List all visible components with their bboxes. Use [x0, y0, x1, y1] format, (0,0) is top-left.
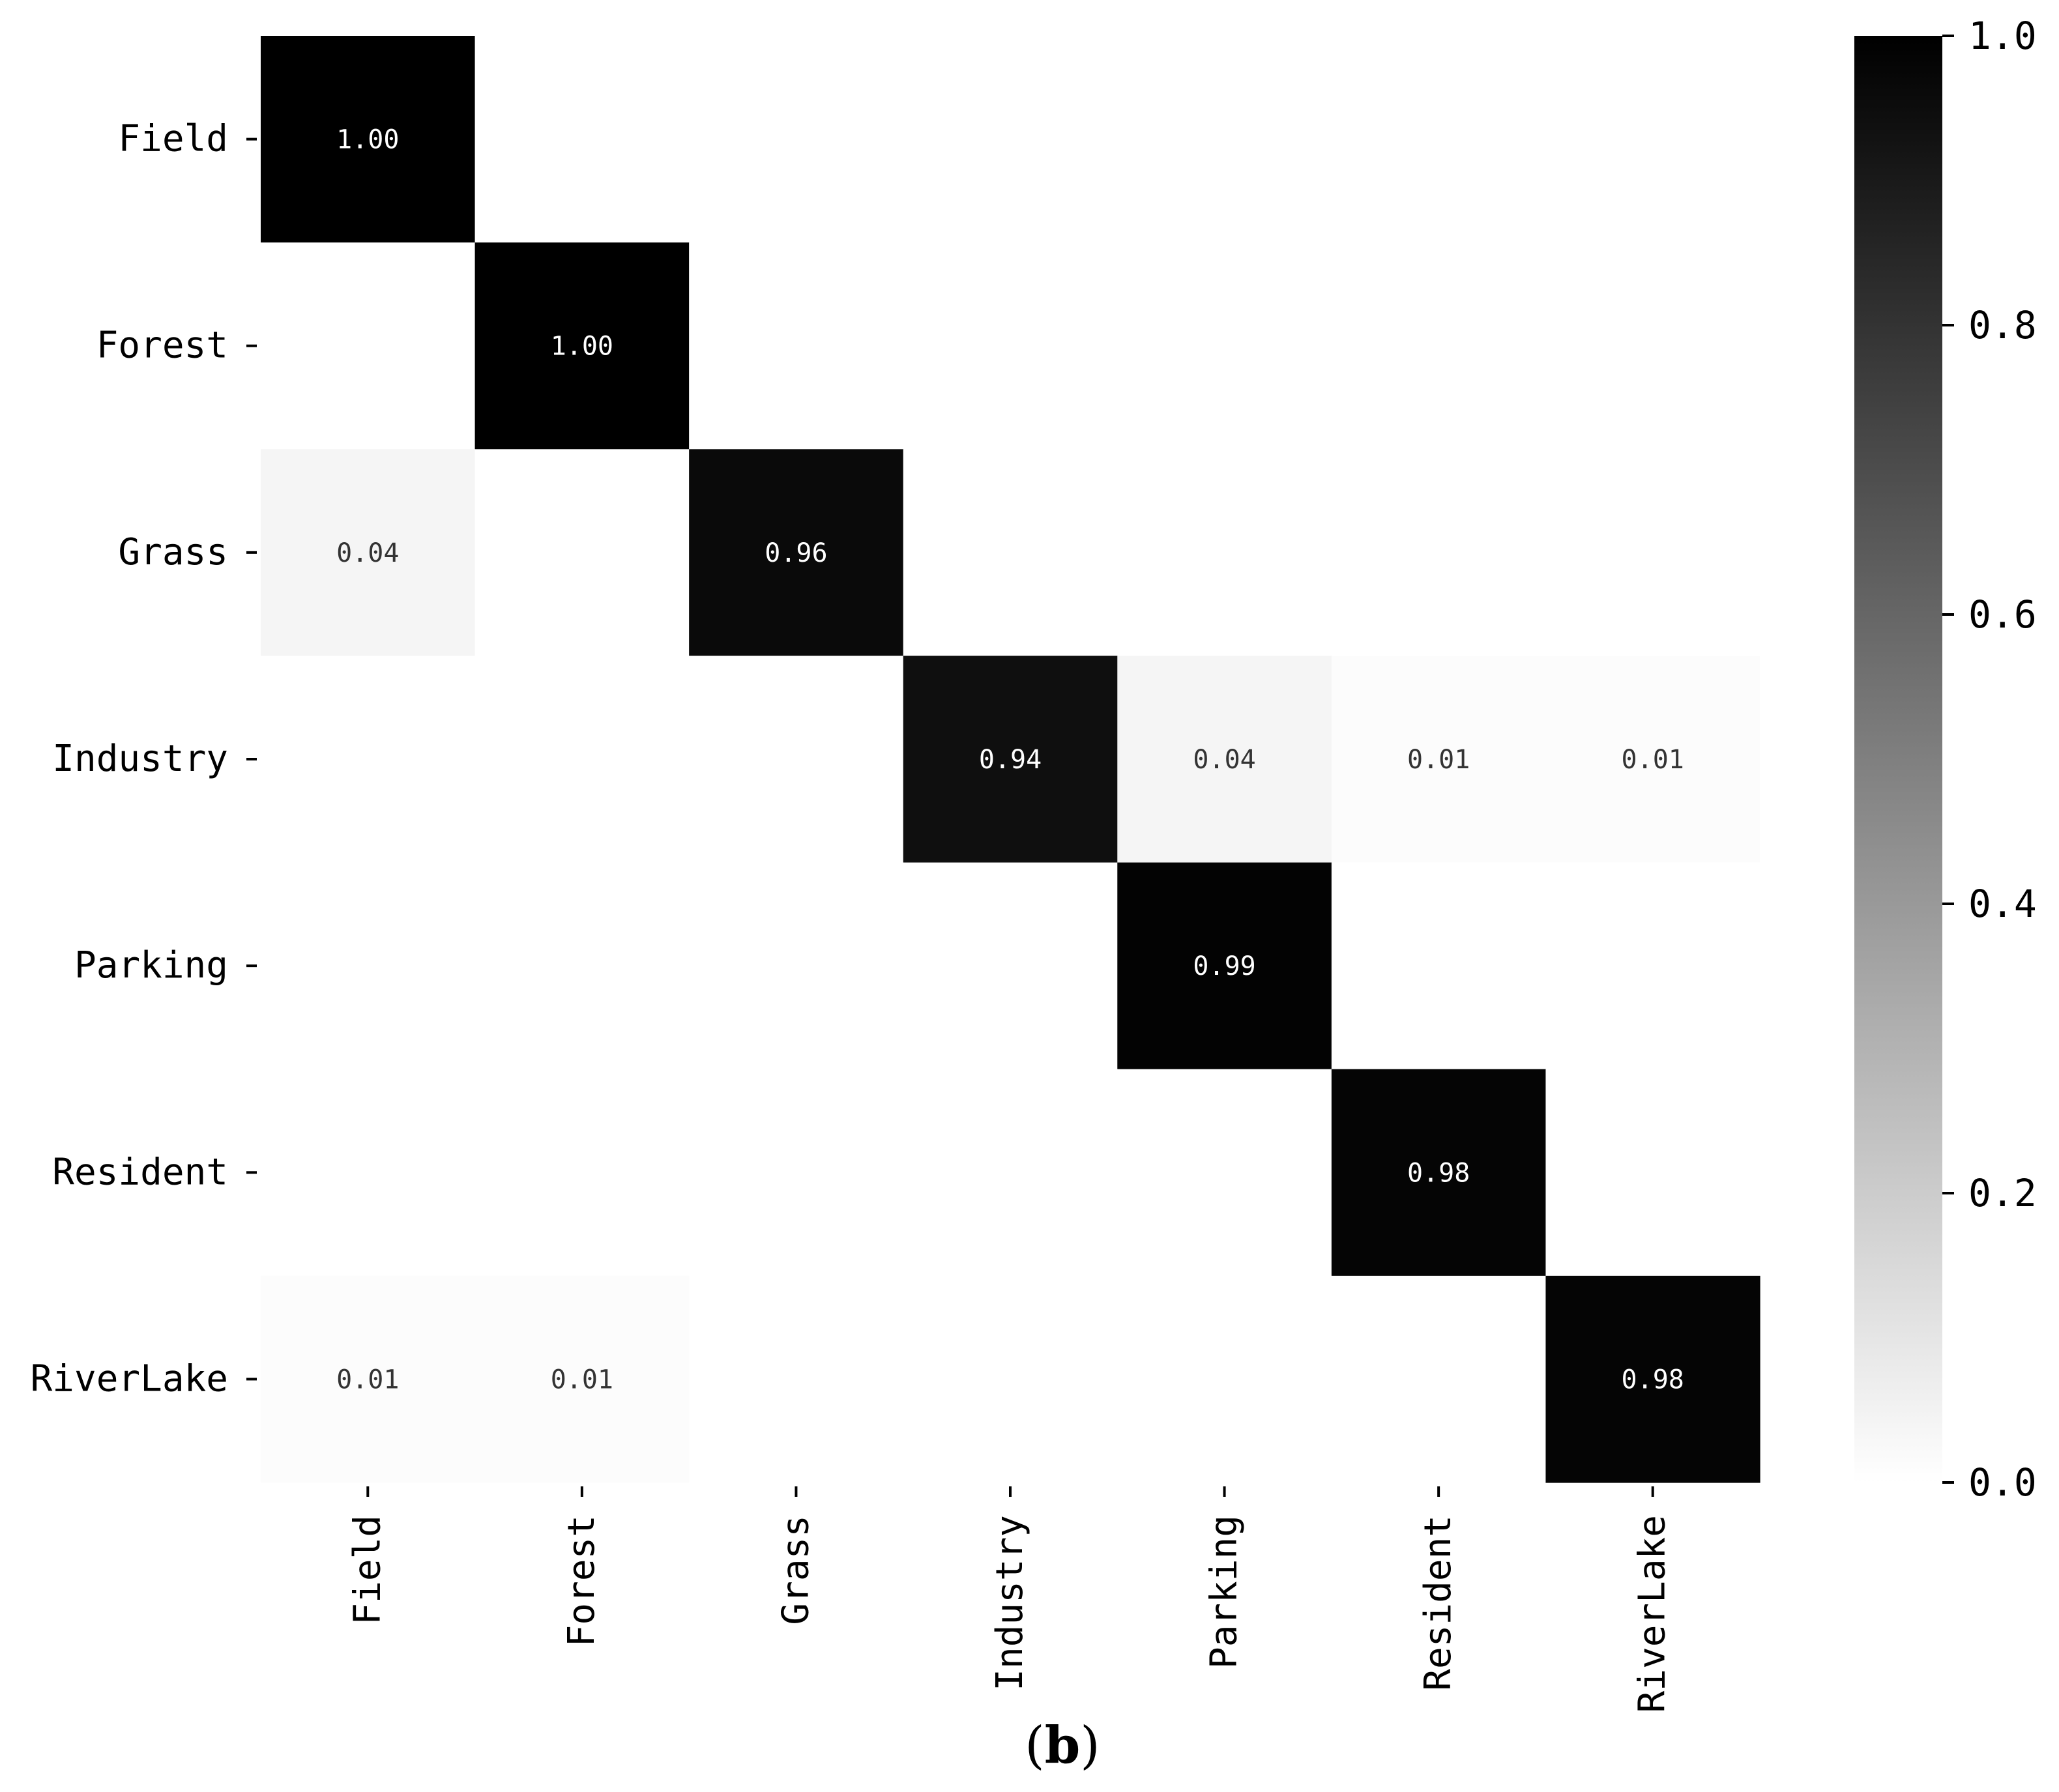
cell-annotation: 0.01: [551, 1365, 613, 1395]
x-axis: Field Forest Grass Industry Parking Resident R…: [346, 1486, 1674, 1713]
cell-annotation: 0.04: [336, 538, 399, 568]
y-tick-label: Grass: [118, 531, 228, 573]
heatmap-cell-industry-resident: [1331, 656, 1547, 863]
heatmap-cell-field-grass: [689, 36, 904, 243]
y-tick-label: Industry: [52, 738, 228, 780]
caption-letter: b: [1045, 1716, 1081, 1775]
heatmap-cell-parking-forest: [475, 862, 690, 1070]
heatmap-cell-riverlake-grass: [689, 1275, 904, 1483]
heatmap-cell-parking-industry: [903, 862, 1118, 1070]
colorbar-tick-label: 0.2: [1968, 1171, 2037, 1215]
cell-annotation: 0.01: [336, 1365, 399, 1395]
heatmap-cell-riverlake-forest: [475, 1275, 690, 1483]
heatmap-cell-grass-field: [261, 449, 476, 657]
y-tick-label: Resident: [52, 1151, 228, 1193]
heatmap-cell-resident-forest: [475, 1069, 690, 1277]
x-tick-label: Resident: [1417, 1515, 1459, 1691]
heatmap-cell-resident-field: [261, 1069, 476, 1277]
heatmap-cell-riverlake-parking: [1117, 1275, 1332, 1483]
heatmap-cell-resident-industry: [903, 1069, 1118, 1277]
y-tick-label: Field: [118, 118, 228, 160]
x-tick-label: Industry: [989, 1515, 1031, 1691]
x-tick-label: Grass: [774, 1515, 817, 1625]
heatmap-cell-forest-grass: [689, 242, 904, 450]
caption-close: ): [1080, 1716, 1100, 1775]
heatmap-cell-resident-resident: [1331, 1069, 1547, 1277]
cell-annotation: 0.04: [1193, 745, 1255, 775]
heatmap-cell-grass-riverlake: [1545, 449, 1760, 657]
heatmap-cell-industry-forest: [475, 656, 690, 863]
heatmap-cell-parking-parking: [1117, 862, 1332, 1070]
cell-annotation: 0.94: [979, 745, 1042, 775]
cell-annotation: 0.98: [1407, 1158, 1470, 1188]
cell-annotation: 0.01: [1622, 745, 1684, 775]
heatmap-cell-field-forest: [475, 36, 690, 243]
cell-annotation: 0.99: [1193, 951, 1255, 981]
heatmap-cell-industry-field: [261, 656, 476, 863]
heatmap-cell-field-industry: [903, 36, 1118, 243]
heatmap-cell-industry-riverlake: [1545, 656, 1760, 863]
heatmap-cell-field-riverlake: [1545, 36, 1760, 243]
heatmap-cell-forest-industry: [903, 242, 1118, 450]
heatmap-cell-riverlake-riverlake: [1545, 1275, 1760, 1483]
colorbar: 0.0 0.2 0.4 0.6 0.8 1.0: [1854, 14, 2037, 1505]
figure-caption: (b): [1025, 1716, 1100, 1775]
heatmap-cell-resident-riverlake: [1545, 1069, 1760, 1277]
heatmap-cell-forest-forest: [475, 242, 690, 450]
y-tick-label: RiverLake: [31, 1357, 228, 1400]
heatmap-cell-resident-parking: [1117, 1069, 1332, 1277]
colorbar-tick-label: 0.6: [1968, 592, 2037, 637]
heatmap-cell-forest-parking: [1117, 242, 1332, 450]
y-axis: Field Forest Grass Industry Parking Resident R…: [31, 118, 257, 1400]
heatmap-cell-parking-riverlake: [1545, 862, 1760, 1070]
heatmap-cells: [261, 36, 1760, 1483]
heatmap-cell-grass-forest: [475, 449, 690, 657]
colorbar-tick-label: 0.4: [1968, 882, 2037, 926]
caption-open: (: [1025, 1716, 1044, 1775]
heatmap-cell-grass-parking: [1117, 449, 1332, 657]
cell-annotation: 1.00: [551, 332, 613, 362]
y-tick-label: Parking: [74, 944, 228, 987]
x-tick-label: Field: [346, 1515, 388, 1625]
colorbar-tick-label: 0.8: [1968, 303, 2037, 347]
heatmap-cell-grass-grass: [689, 449, 904, 657]
x-tick-label: Forest: [561, 1515, 603, 1647]
heatmap-cell-parking-field: [261, 862, 476, 1070]
cell-annotation: 0.96: [765, 538, 827, 568]
heatmap-cell-industry-industry: [903, 656, 1118, 863]
heatmap-cell-parking-grass: [689, 862, 904, 1070]
cell-annotation: 0.01: [1407, 745, 1470, 775]
heatmap-cell-field-resident: [1331, 36, 1547, 243]
heatmap-cell-forest-resident: [1331, 242, 1547, 450]
x-tick-label: RiverLake: [1631, 1515, 1674, 1713]
heatmap-cell-grass-industry: [903, 449, 1118, 657]
heatmap-cell-forest-field: [261, 242, 476, 450]
heatmap-annotations: 1.00 1.00 0.04 0.96 0.94 0.04 0.01 0.01 0.99 0.98…: [336, 125, 1684, 1395]
heatmap-cell-riverlake-field: [261, 1275, 476, 1483]
heatmap-cell-riverlake-resident: [1331, 1275, 1547, 1483]
heatmap-cell-parking-resident: [1331, 862, 1547, 1070]
colorbar-tick-label: 0.0: [1968, 1460, 2037, 1505]
cell-annotation: 1.00: [336, 125, 399, 155]
y-tick-label: Forest: [96, 325, 228, 367]
heatmap-cell-industry-grass: [689, 656, 904, 863]
colorbar-tick-label: 1.0: [1968, 14, 2037, 58]
heatmap-cell-field-parking: [1117, 36, 1332, 243]
heatmap-cell-industry-parking: [1117, 656, 1332, 863]
heatmap-cell-forest-riverlake: [1545, 242, 1760, 450]
heatmap-cell-riverlake-industry: [903, 1275, 1118, 1483]
heatmap-cell-grass-resident: [1331, 449, 1547, 657]
heatmap-cell-field-field: [261, 36, 476, 243]
heatmap-cell-resident-grass: [689, 1069, 904, 1277]
colorbar-gradient: [1854, 36, 1942, 1482]
x-tick-label: Parking: [1203, 1515, 1246, 1669]
cell-annotation: 0.98: [1622, 1365, 1684, 1395]
